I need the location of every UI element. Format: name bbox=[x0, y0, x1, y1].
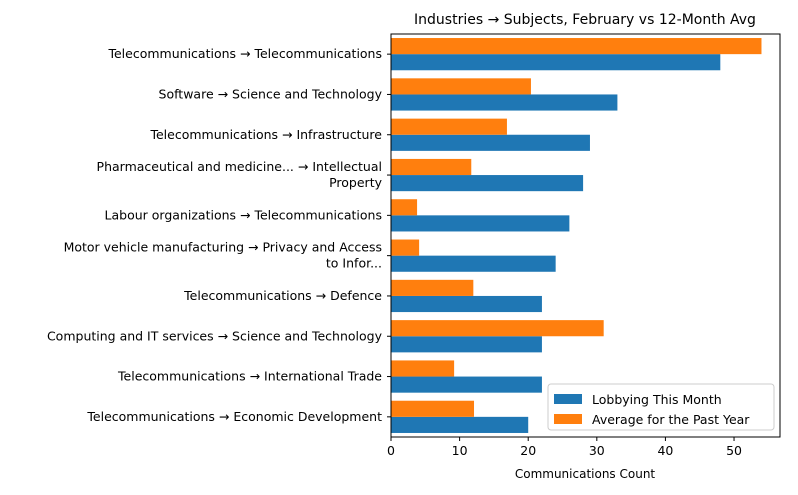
bar-past-year-avg bbox=[391, 38, 762, 55]
bar-this-month bbox=[391, 416, 529, 433]
x-tick-label: 0 bbox=[387, 443, 395, 458]
y-tick-label: Motor vehicle manufacturing → Privacy an… bbox=[64, 240, 382, 271]
plot-frame bbox=[390, 33, 781, 438]
legend bbox=[547, 383, 775, 431]
bar-this-month bbox=[391, 336, 542, 353]
bar-this-month bbox=[391, 255, 556, 272]
bar-past-year-avg bbox=[391, 78, 531, 95]
y-tick-label: Software → Science and Technology bbox=[159, 86, 383, 101]
bar-this-month bbox=[391, 134, 590, 151]
bar-past-year-avg bbox=[391, 239, 420, 256]
y-tick-label: Telecommunications → Infrastructure bbox=[149, 127, 382, 142]
legend-swatch bbox=[554, 414, 582, 424]
x-axis-label: Communications Count bbox=[515, 467, 656, 481]
y-tick-label: Telecommunications → Economic Developmen… bbox=[86, 409, 382, 424]
x-tick-label: 30 bbox=[589, 443, 605, 458]
x-tick-label: 10 bbox=[452, 443, 468, 458]
y-tick-label: Labour organizations → Telecommunication… bbox=[105, 207, 382, 222]
bar-this-month bbox=[391, 175, 584, 192]
y-tick-label: Telecommunications → International Trade bbox=[117, 369, 382, 384]
legend-label: Average for the Past Year bbox=[592, 412, 750, 427]
y-tick-label: Telecommunications → Telecommunications bbox=[107, 46, 382, 61]
bar-past-year-avg bbox=[391, 279, 474, 296]
bar-this-month bbox=[391, 94, 618, 111]
legend-label: Lobbying This Month bbox=[592, 392, 722, 407]
bar-past-year-avg bbox=[391, 118, 507, 135]
y-tick-label: Telecommunications → Defence bbox=[183, 288, 382, 303]
bar-past-year-avg bbox=[391, 199, 418, 216]
x-tick-label: 20 bbox=[520, 443, 536, 458]
x-tick-label: 50 bbox=[726, 443, 742, 458]
legend-swatch bbox=[554, 394, 582, 404]
bar-this-month bbox=[391, 215, 570, 232]
y-tick-label: Pharmaceutical and medicine... → Intelle… bbox=[97, 159, 383, 190]
bar-this-month bbox=[391, 295, 542, 313]
bar-past-year-avg bbox=[391, 158, 472, 176]
chart-title: Industries → Subjects, February vs 12-Mo… bbox=[414, 12, 756, 28]
x-tick-label: 40 bbox=[657, 443, 673, 458]
bar-past-year-avg bbox=[391, 320, 604, 337]
bar-past-year-avg bbox=[391, 400, 475, 417]
bar-this-month bbox=[391, 376, 542, 393]
bar-this-month bbox=[391, 54, 721, 71]
y-tick-label: Computing and IT services → Science and … bbox=[47, 328, 383, 343]
bar-past-year-avg bbox=[391, 360, 455, 377]
